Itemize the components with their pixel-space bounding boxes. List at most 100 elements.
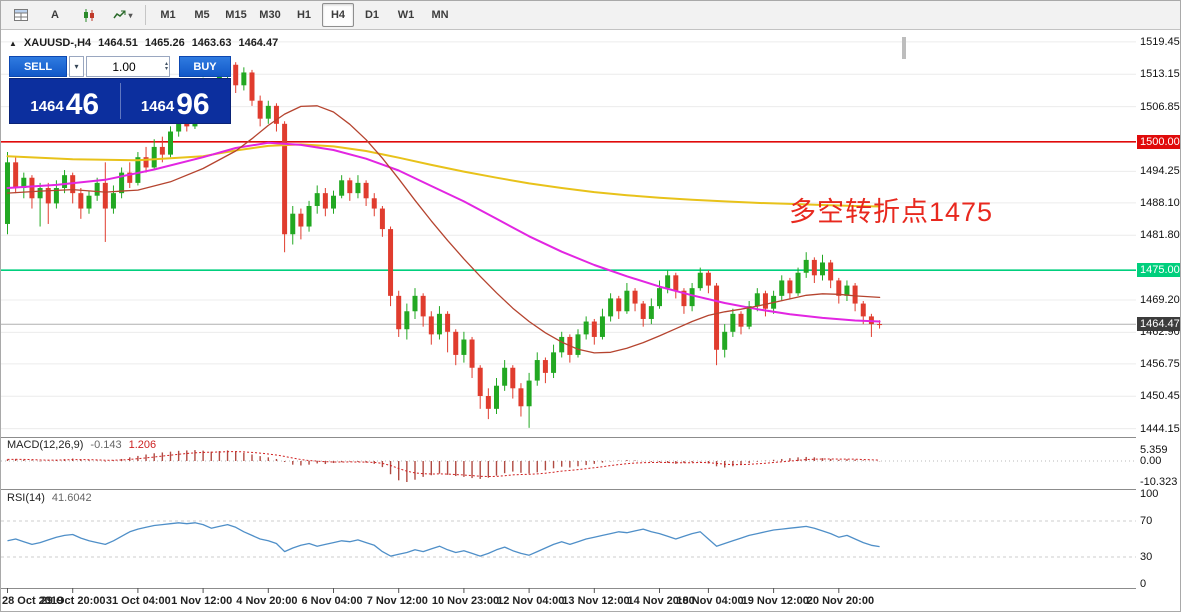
time-axis-label: 19 Nov 12:00 <box>741 595 809 607</box>
price-tick-label: 1450.45 <box>1140 390 1180 403</box>
ma-fast-orange <box>6 105 881 354</box>
candles-icon <box>84 8 94 22</box>
timeframe-label: M30 <box>259 9 281 21</box>
macd-signal-value: 1.206 <box>128 439 157 451</box>
toolbar-separator <box>145 5 146 25</box>
time-axis-label: 13 Nov 12:00 <box>562 595 630 607</box>
ma-mid-magenta <box>6 141 881 323</box>
time-axis-label: 10 Nov 23:00 <box>431 595 500 607</box>
timeframe-h1[interactable]: H1 <box>288 3 320 27</box>
timeframe-mn[interactable]: MN <box>424 3 456 27</box>
volume-down-icon[interactable]: ▾ <box>164 65 168 72</box>
buy-price-base: 1464 <box>140 98 175 115</box>
timeframe-label: H1 <box>296 9 312 21</box>
high-value: 1465.26 <box>144 37 185 49</box>
grid-icon <box>14 9 28 21</box>
volume-input[interactable] <box>87 57 169 76</box>
timeframe-h4[interactable]: H4 <box>322 3 354 27</box>
macd-histogram <box>6 450 881 482</box>
time-axis-label: 6 Nov 04:00 <box>301 595 363 607</box>
price-tick-label: 1444.15 <box>1140 422 1180 435</box>
macd-scale-label: 5.359 <box>1140 444 1168 457</box>
timeframe-m1[interactable]: M1 <box>152 3 184 27</box>
price-tick-label: 1494.25 <box>1140 165 1180 178</box>
timeframe-label: M5 <box>194 9 210 21</box>
chart-ohlc-title: ▲ XAUUSD-,H4 1464.51 1465.26 1463.63 146… <box>9 37 278 49</box>
timeframe-label: MN <box>431 9 449 21</box>
price-tick-label: 1488.10 <box>1140 196 1180 209</box>
chart-canvas[interactable] <box>1 30 1181 612</box>
time-axis-label: 29 Oct 20:00 <box>40 595 106 607</box>
text-tool-label: A <box>51 9 59 21</box>
current-price-badge: 1464.47 <box>1137 317 1180 332</box>
time-axis-label: 4 Nov 20:00 <box>236 595 298 607</box>
sell-price-pips: 46 <box>65 88 100 122</box>
rsi-scale-label: 0 <box>1140 578 1147 590</box>
time-axis-label: 28 Oct 2019 <box>2 595 64 607</box>
rsi-indicator-label: RSI(14) 41.6042 <box>7 492 92 504</box>
pivot-level-badge: 1475.00 <box>1137 263 1180 278</box>
time-axis-label: 1 Nov 12:00 <box>171 595 233 607</box>
volume-up-icon[interactable]: ▴ <box>164 60 168 67</box>
price-tick-label: 1469.20 <box>1140 293 1180 306</box>
timeframe-label: M15 <box>225 9 247 21</box>
rsi-scale-label: 70 <box>1140 515 1153 527</box>
rsi-line <box>7 522 880 557</box>
timeframe-label: H4 <box>330 9 346 21</box>
sell-price-display[interactable]: 1464 46 <box>10 79 120 123</box>
price-tick-label: 1519.45 <box>1140 35 1180 48</box>
price-tick-label: 1506.85 <box>1140 100 1180 113</box>
volume-spinner: ▴ ▾ <box>165 58 168 75</box>
rsi-name: RSI(14) <box>7 492 45 504</box>
chart-type-button[interactable] <box>73 3 105 27</box>
buy-price-pips: 96 <box>176 88 210 122</box>
chevron-down-icon: ▾ <box>74 62 79 71</box>
rsi-scale-label: 30 <box>1140 551 1153 563</box>
sell-button[interactable]: SELL <box>9 56 67 77</box>
template-dropdown-button[interactable]: ▾ <box>107 3 139 27</box>
chevron-down-icon: ▾ <box>128 10 133 20</box>
toolbar: A ▾ M1 M5 M15 M30 H1 H4 D1 W1 MN <box>1 1 1180 30</box>
timeframe-d1[interactable]: D1 <box>356 3 388 27</box>
annotation-text[interactable]: 多空转折点1475 <box>789 197 994 227</box>
macd-indicator-label: MACD(12,26,9) -0.143 1.206 <box>7 439 156 451</box>
chart-shift-marker[interactable] <box>902 37 906 59</box>
timeframe-m5[interactable]: M5 <box>186 3 218 27</box>
level-lines[interactable] <box>1 140 1136 271</box>
timeframe-m30[interactable]: M30 <box>254 3 286 27</box>
macd-name: MACD(12,26,9) <box>7 439 84 451</box>
timeframe-label: M1 <box>160 9 176 21</box>
rsi-value: 41.6042 <box>51 492 92 504</box>
volume-dropdown-button[interactable]: ▾ <box>69 56 84 77</box>
timeframe-m15[interactable]: M15 <box>220 3 252 27</box>
open-value: 1464.51 <box>98 37 138 49</box>
timeframe-label: D1 <box>364 9 380 21</box>
text-tool-button[interactable]: A <box>39 3 71 27</box>
symbol-period-label: XAUUSD-,H4 <box>23 37 92 49</box>
low-value: 1463.63 <box>191 37 232 49</box>
one-click-panel-toggle-icon[interactable]: ▲ <box>9 38 17 48</box>
chart-area: ▲ XAUUSD-,H4 1464.51 1465.26 1463.63 146… <box>1 30 1181 612</box>
time-axis-label: 20 Nov 20:00 <box>806 595 875 607</box>
sell-price-base: 1464 <box>30 98 64 115</box>
one-click-trading-panel: SELL ▾ ▴ ▾ BUY 1464 46 1464 <box>9 56 231 124</box>
template-icon <box>113 10 127 19</box>
macd-scale-label: 0.00 <box>1140 455 1162 467</box>
macd-scale-label: -10.323 <box>1140 475 1178 488</box>
time-axis-label: 18 Nov 04:00 <box>676 595 744 607</box>
price-scale[interactable]: 1519.45 1513.15 1506.85 1494.25 1488.10 1481.… <box>1136 30 1180 611</box>
time-axis-label: 12 Nov 04:00 <box>497 595 565 607</box>
buy-button[interactable]: BUY <box>179 56 231 77</box>
time-axis[interactable]: 28 Oct 2019 29 Oct 20:00 31 Oct 04:00 1 Nov… <box>1 590 1136 611</box>
grid-tool-button[interactable] <box>5 3 37 27</box>
timeframe-w1[interactable]: W1 <box>390 3 422 27</box>
buy-price-display[interactable]: 1464 96 <box>121 79 231 123</box>
macd-signal-line <box>7 451 880 478</box>
price-tick-label: 1456.75 <box>1140 357 1180 370</box>
macd-value: -0.143 <box>90 439 122 451</box>
volume-field-wrap: ▴ ▾ <box>86 56 170 77</box>
time-axis-label: 14 Nov 20:00 <box>627 595 695 607</box>
grid-lines <box>1 41 1136 430</box>
price-divider <box>119 83 121 119</box>
